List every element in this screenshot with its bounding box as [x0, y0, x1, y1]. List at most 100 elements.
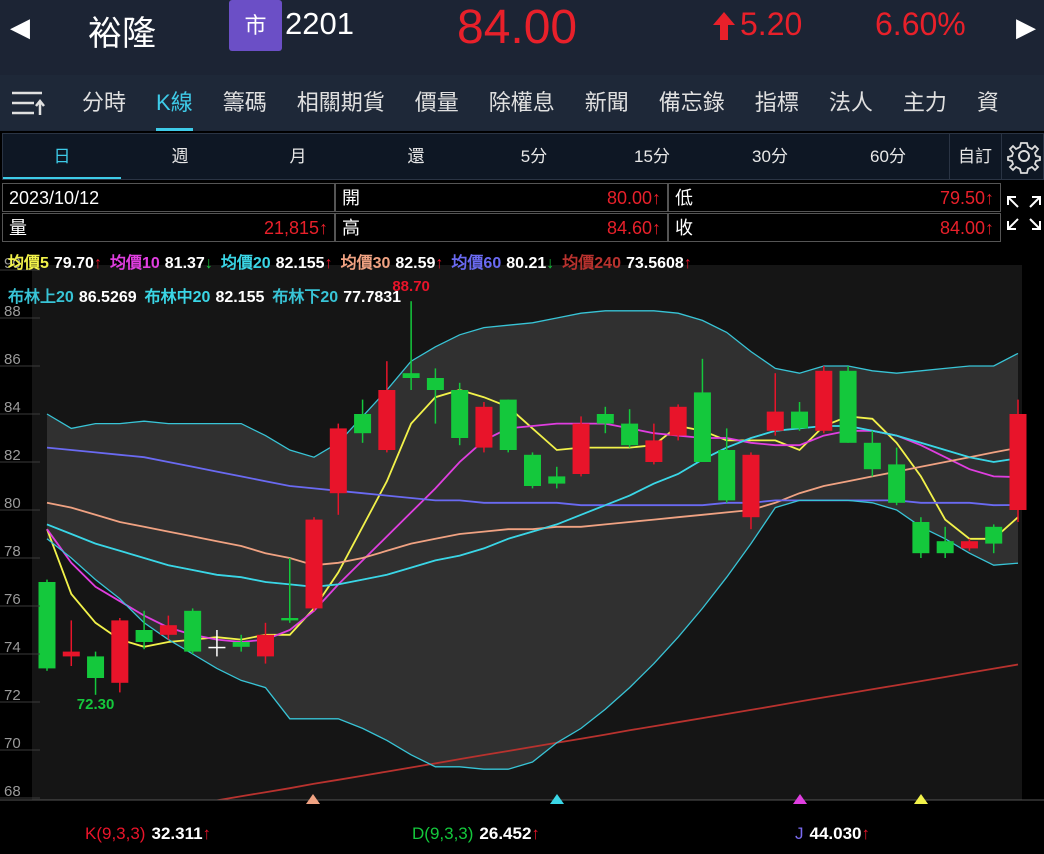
candle-body — [62, 651, 80, 657]
forward-button[interactable]: ▶ — [1016, 12, 1036, 42]
legend-item: 均價10 81.37↓ — [110, 255, 213, 272]
y-tick-label: 90 — [4, 255, 21, 272]
back-button[interactable]: ◀ — [10, 12, 30, 42]
candle-body — [742, 454, 760, 518]
period-tab[interactable]: 15分 — [634, 147, 670, 166]
legend-name: 均價60 — [451, 255, 502, 272]
candle-body — [621, 423, 639, 446]
settings-icon[interactable] — [1001, 134, 1044, 179]
candle-body — [669, 406, 687, 436]
kd-value: 32.311 — [151, 824, 203, 843]
y-tick-label: 68 — [4, 783, 21, 800]
open-label: 開 — [342, 188, 360, 208]
indicator-line — [46, 446, 1019, 567]
date-cell: 2023/10/12 — [2, 183, 335, 212]
tab[interactable]: 法人 — [828, 90, 873, 115]
legend-trend: ↓ — [546, 255, 555, 272]
close-cell: 收 84.00↑ — [668, 213, 1001, 242]
tab[interactable]: 資 — [976, 90, 999, 115]
tab[interactable]: 籌碼 — [222, 90, 267, 115]
tab[interactable]: 價量 — [414, 90, 459, 115]
price-annotation: 88.70 — [392, 278, 430, 295]
legend-value: 82.59 — [395, 255, 436, 272]
legend-name: 均價240 — [562, 255, 621, 272]
legend-trend: ↓ — [204, 255, 213, 272]
candle-body — [402, 373, 420, 378]
tab[interactable]: K線 — [156, 75, 193, 131]
candle-body — [426, 378, 444, 390]
tab[interactable]: 除權息 — [488, 90, 555, 115]
candle-body — [232, 642, 250, 647]
kd-trend: ↑ — [531, 824, 540, 843]
tab[interactable]: 主力 — [902, 90, 947, 115]
high-label: 高 — [342, 218, 360, 238]
period-tab[interactable]: 30分 — [752, 147, 788, 166]
tab-bar: 分時 K線 籌碼 相關期貨 價量 除權息 新聞 備忘錄 指標 法人 主力 資 — [0, 75, 1044, 131]
high: 84.60 — [606, 218, 652, 238]
close-value: 84.00↑ — [940, 214, 994, 242]
candlestick-chart: 88.70 72.30 68 70 72 74 76 78 80 82 84 86 88 90 — [0, 255, 1044, 804]
tab[interactable]: 新聞 — [584, 90, 629, 115]
candle-body — [159, 625, 177, 635]
up-arrow-icon — [713, 12, 735, 40]
period-tab[interactable]: 月 — [289, 147, 307, 166]
tab[interactable]: 分時 — [82, 90, 127, 115]
candle-body — [815, 370, 833, 431]
price: 84.00 — [457, 1, 578, 54]
price-change: 5.20 — [740, 6, 803, 42]
tab[interactable]: 相關期貨 — [296, 90, 385, 115]
legend-value: 82.155 — [275, 255, 325, 272]
signal-marker — [914, 794, 928, 804]
legend-value: 77.7831 — [343, 289, 402, 306]
candle-body — [960, 541, 978, 549]
close: 84.00 — [939, 218, 985, 238]
kd-value: 26.452 — [479, 824, 532, 843]
high-value: 84.60↑ — [607, 214, 661, 242]
indicator-line — [46, 499, 1019, 770]
candle-body — [451, 390, 469, 438]
legend-item: 均價20 82.155↑ — [221, 255, 333, 272]
y-tick-label: 78 — [4, 543, 21, 560]
menu-icon[interactable] — [0, 75, 82, 131]
period-tab[interactable]: 週 — [171, 147, 189, 166]
tab[interactable]: 指標 — [754, 90, 799, 115]
candle-body — [985, 526, 1003, 544]
period-tab[interactable]: 60分 — [870, 147, 906, 166]
tab[interactable]: 備忘錄 — [658, 90, 725, 115]
candle-body — [378, 390, 396, 450]
period-tab[interactable]: 日 — [3, 134, 121, 179]
signal-marker — [306, 794, 320, 804]
kd-label: D(9,3,3) — [412, 824, 474, 843]
period-tab[interactable]: 還 — [407, 147, 425, 166]
high-cell: 高 84.60↑ — [335, 213, 668, 242]
close-label: 收 — [675, 218, 693, 238]
candle-body — [693, 392, 711, 462]
legend-value: 86.5269 — [78, 289, 137, 306]
candle-body — [256, 634, 274, 657]
candle-body — [305, 519, 323, 609]
period-tab[interactable]: 5分 — [520, 147, 548, 166]
expand-icon[interactable] — [1004, 193, 1044, 233]
candle-body — [499, 399, 517, 450]
legend-name: 均價10 — [109, 255, 160, 272]
volume: 21,815 — [263, 218, 319, 238]
low-value: 79.50↑ — [940, 184, 994, 212]
volume-cell: 量 21,815↑ — [2, 213, 335, 242]
candle-body — [281, 618, 299, 621]
legend-name: 均價30 — [340, 255, 391, 272]
legend-item: 均價30 82.59↑ — [341, 255, 444, 272]
y-tick-label: 84 — [4, 399, 21, 416]
quote-info-table: 2023/10/12 量 21,815↑ 開 80.00↑ 高 84.60↑ 低 79.… — [2, 183, 1002, 243]
candle-body — [791, 411, 809, 429]
quote-header: ◀ 裕隆 市 2201 84.00 5.20 6.60% ▶ — [0, 0, 1044, 75]
y-tick-label: 88 — [4, 303, 21, 320]
indicator-legend: 均價5 79.70↑ 均價10 81.37↓ 均價20 82.155↑ 均價30 82.59↑… — [8, 247, 1038, 315]
custom-period[interactable]: 自訂 — [949, 134, 1000, 179]
candle-body — [596, 414, 614, 424]
legend-trend: ↑ — [324, 255, 333, 272]
market-badge: 市 — [229, 0, 282, 51]
signal-marker — [793, 794, 807, 804]
candle-body — [184, 610, 202, 652]
candle-body — [1009, 414, 1027, 510]
legend-value: 79.70 — [53, 255, 94, 272]
